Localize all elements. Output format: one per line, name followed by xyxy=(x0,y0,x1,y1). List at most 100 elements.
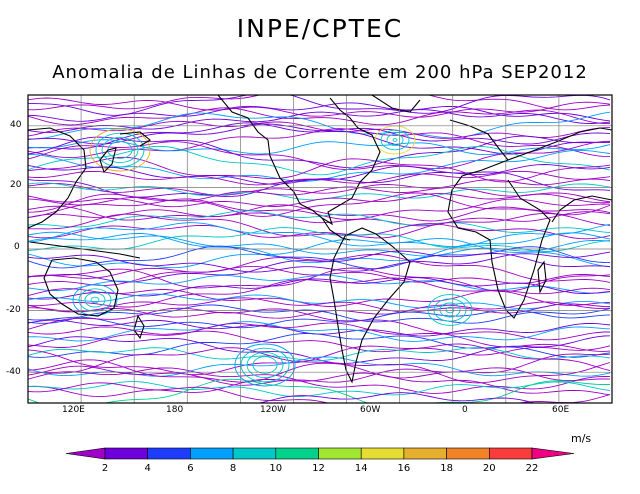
vortex-streamline xyxy=(90,296,100,304)
page-title: INPE/CPTEC xyxy=(236,14,404,43)
streamline xyxy=(28,145,611,176)
colorbar-label: 2 xyxy=(102,463,108,474)
streamline xyxy=(28,253,611,286)
map-frame xyxy=(27,94,613,404)
vortex-streamline xyxy=(439,302,461,318)
streamlines xyxy=(28,95,611,403)
vortex-streamline xyxy=(78,288,112,312)
streamline xyxy=(28,319,611,337)
streamline xyxy=(28,333,611,358)
streamline xyxy=(28,274,611,294)
streamline xyxy=(28,277,611,300)
streamline xyxy=(28,301,611,319)
colorbar-segment xyxy=(360,447,405,460)
streamline xyxy=(28,210,611,234)
x-tick-label: 120E xyxy=(62,405,85,415)
colorbar-label: 22 xyxy=(526,463,539,474)
x-tick-label: 60W xyxy=(360,405,381,415)
streamline xyxy=(28,223,611,240)
colorbar-label: 8 xyxy=(230,463,236,474)
streamline xyxy=(28,120,611,139)
colorbar: 2 4 6 8 10 12 14 16 18 20 22 xyxy=(65,447,575,474)
colorbar-label: 18 xyxy=(440,463,453,474)
streamline xyxy=(257,392,537,403)
vortex-streamline xyxy=(84,292,106,308)
streamline xyxy=(28,140,611,171)
streamline xyxy=(28,245,611,270)
vortex-streamline xyxy=(445,306,455,314)
streamline xyxy=(28,347,611,362)
gridlines xyxy=(28,95,612,403)
streamline xyxy=(28,95,611,111)
colorbar-segment xyxy=(104,447,149,460)
colorbar-segment xyxy=(318,447,362,460)
colorbar-segment xyxy=(403,447,447,460)
new-zealand-coast xyxy=(133,314,145,340)
colorbar-min-arrow xyxy=(65,447,106,460)
map-subtitle: Anomalia de Linhas de Corrente em 200 hP… xyxy=(52,62,588,83)
streamline xyxy=(28,250,611,283)
streamline xyxy=(28,335,611,364)
colorbar-max-arrow xyxy=(531,447,575,460)
colorbar-segment xyxy=(488,447,533,460)
streamline xyxy=(28,321,611,342)
vortex-streamline xyxy=(101,136,139,164)
colorbar-label: 10 xyxy=(269,463,282,474)
y-tick-label: -40 xyxy=(6,367,21,377)
vortex-streamline xyxy=(433,298,467,322)
greenland-coast xyxy=(371,95,421,113)
colorbar-units: m/s xyxy=(571,432,592,445)
y-tick-label: 0 xyxy=(14,242,20,252)
colorbar-segment xyxy=(190,447,234,460)
streamline xyxy=(28,359,611,384)
streamline xyxy=(28,277,611,308)
vortex-streamline xyxy=(240,347,290,383)
streamline xyxy=(28,107,611,126)
x-tick-label: 120W xyxy=(260,405,287,415)
vortex-streamline xyxy=(95,132,145,168)
colorbar-label: 14 xyxy=(355,463,368,474)
y-tick-label: -20 xyxy=(6,305,21,315)
streamline xyxy=(28,372,611,398)
colorbar-label: 6 xyxy=(187,463,193,474)
vortex-streamline xyxy=(246,351,284,379)
streamline xyxy=(28,326,611,356)
streamline xyxy=(28,164,611,185)
streamline xyxy=(28,102,611,122)
y-tick-label: 40 xyxy=(10,120,22,130)
streamline xyxy=(28,309,611,329)
streamline xyxy=(28,238,611,269)
streamline xyxy=(28,232,611,264)
streamline xyxy=(28,356,611,377)
south-america-coast xyxy=(329,227,411,384)
colorbar-label: 12 xyxy=(312,463,325,474)
colorbar-label: 20 xyxy=(483,463,496,474)
streamline xyxy=(28,297,611,314)
vortex-streamline xyxy=(380,129,410,151)
streamline xyxy=(28,109,611,133)
streamline xyxy=(28,193,611,208)
colorbar-segment xyxy=(446,447,490,460)
streamline xyxy=(28,231,611,257)
streamline xyxy=(28,135,611,169)
colorbar-segment xyxy=(147,447,191,460)
streamline xyxy=(28,170,611,186)
streamline xyxy=(28,287,611,307)
y-tick-label: 20 xyxy=(10,180,22,190)
streamline xyxy=(28,343,611,376)
streamline xyxy=(28,186,611,206)
streamline xyxy=(28,307,610,341)
x-tick-label: 60E xyxy=(552,405,570,415)
vortex-streamline xyxy=(386,133,404,147)
streamline xyxy=(28,198,611,220)
japan-coast xyxy=(99,131,151,174)
vortex-streamline xyxy=(392,138,398,142)
europe-africa-coast xyxy=(447,119,551,319)
streamline xyxy=(28,293,611,310)
indonesia-coast xyxy=(29,241,141,259)
streamline xyxy=(28,178,611,196)
east-asia-coast xyxy=(28,127,87,229)
colorbar-label: 16 xyxy=(398,463,411,474)
streamline xyxy=(28,111,611,140)
x-tick-label: 180 xyxy=(166,405,184,415)
